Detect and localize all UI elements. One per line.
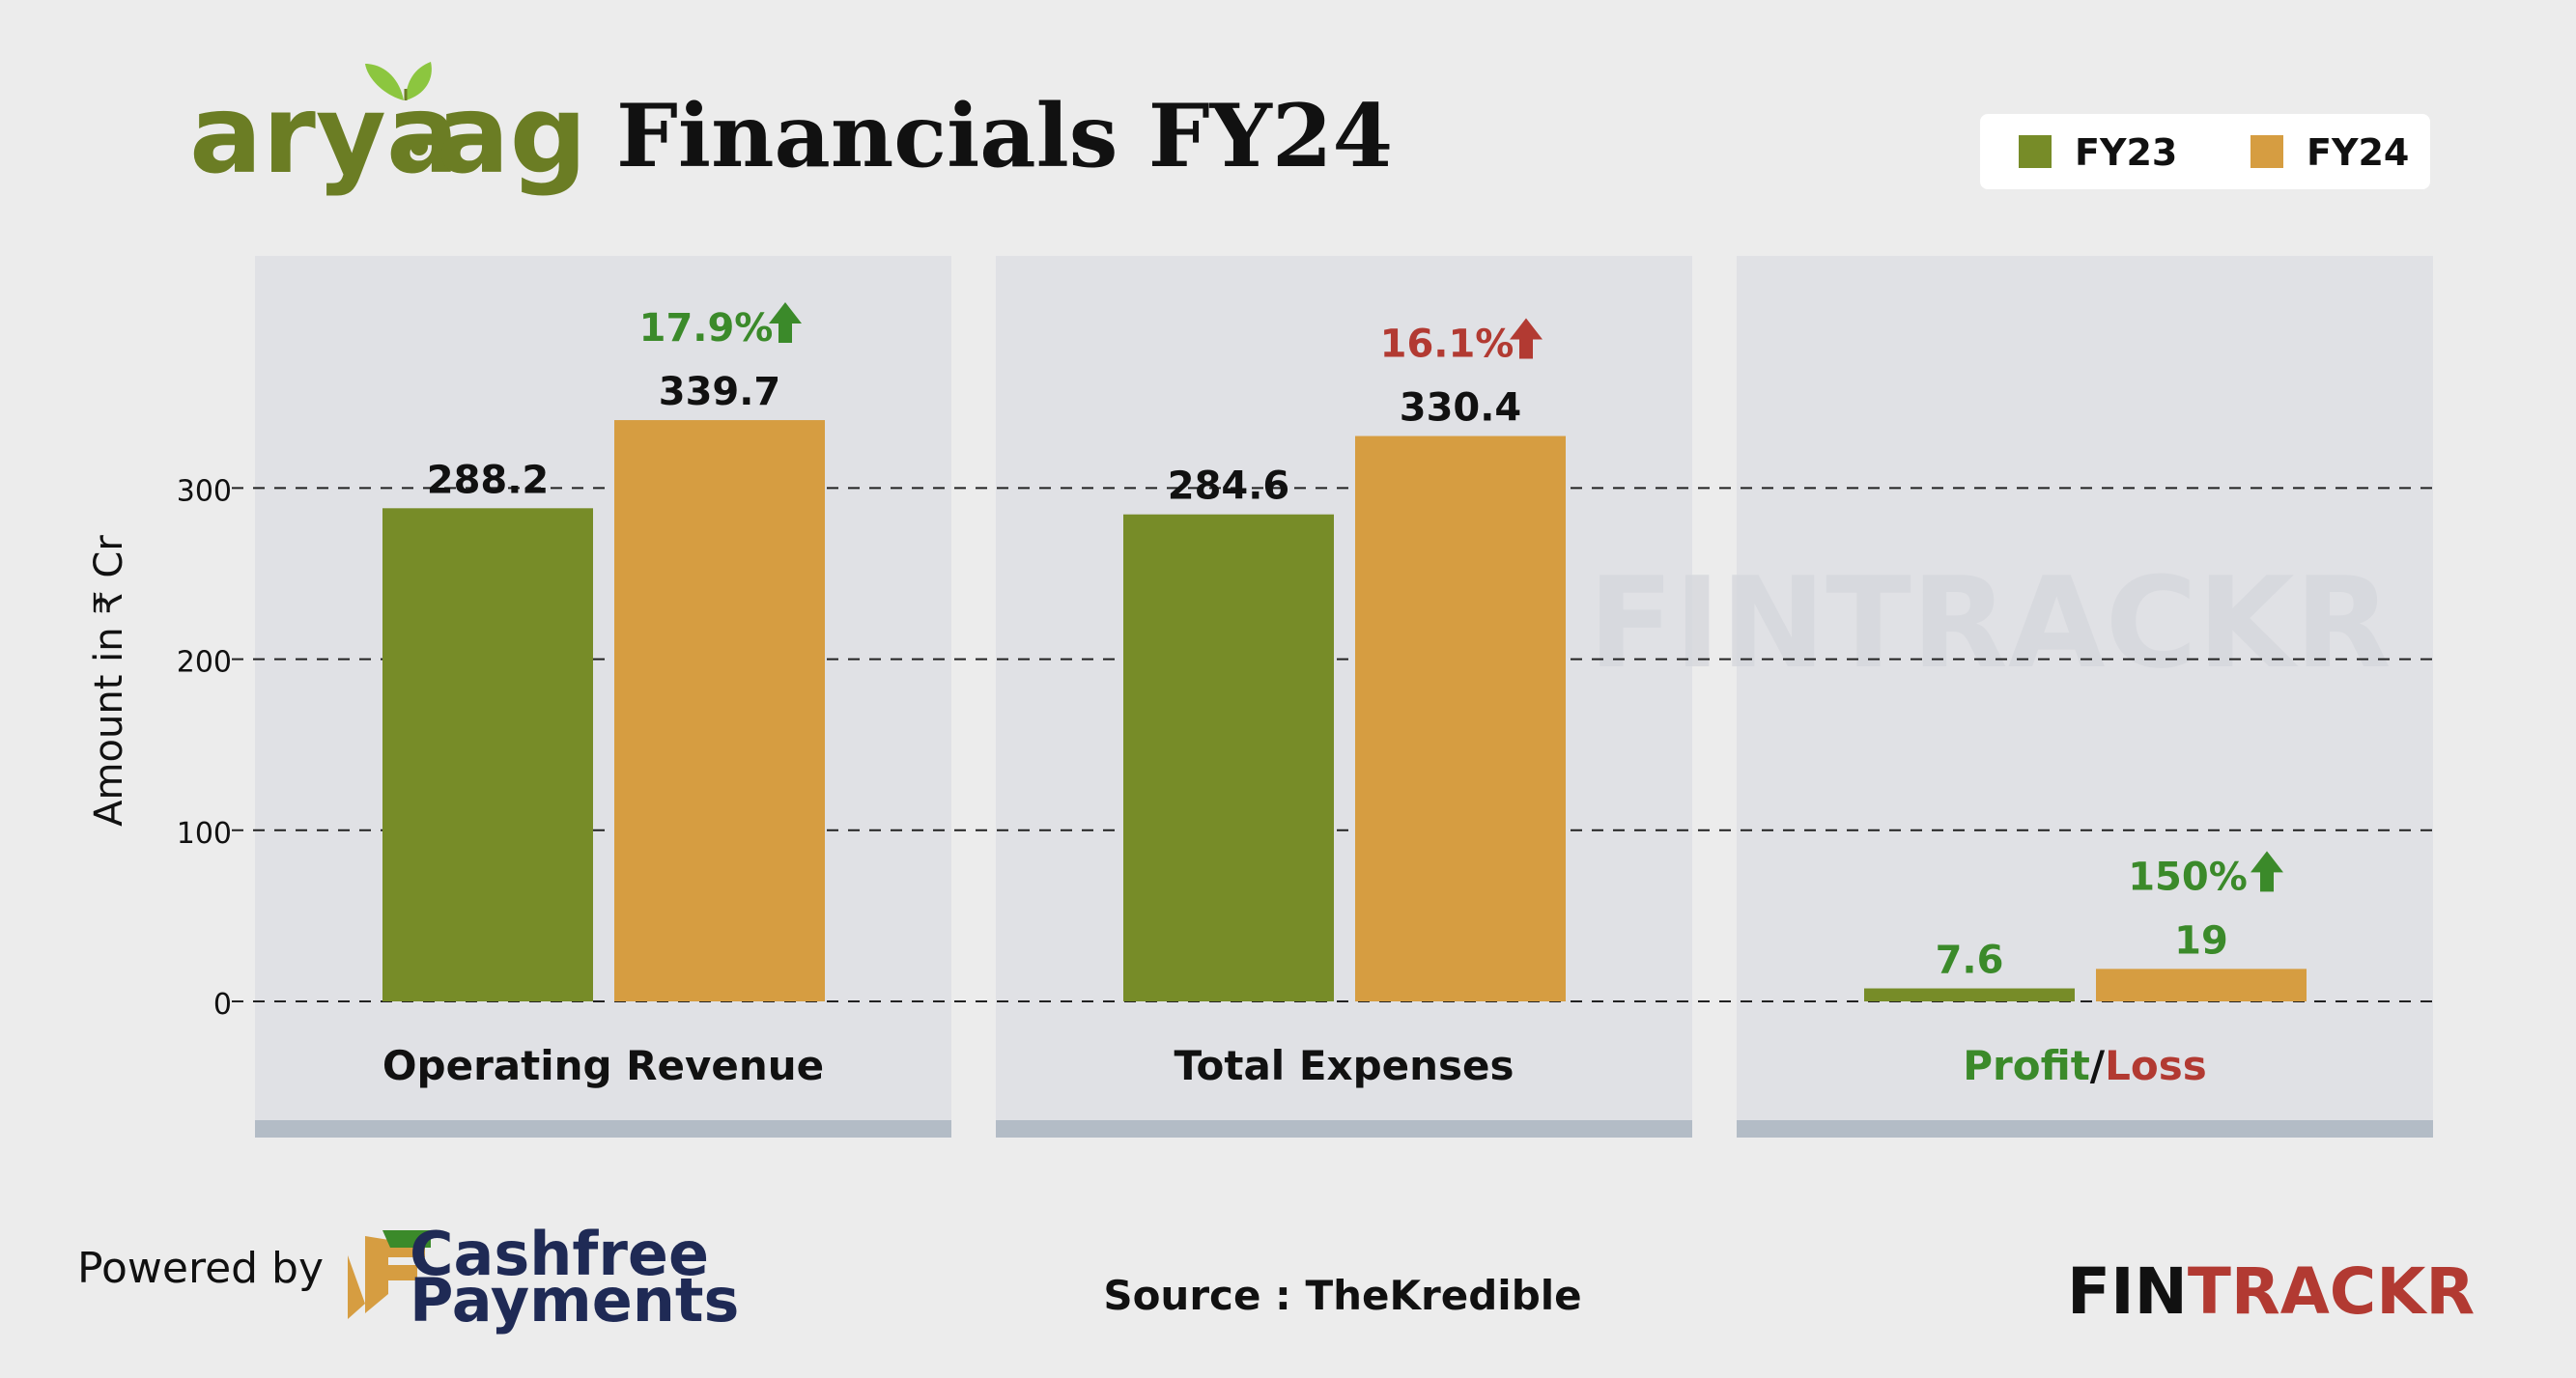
chart-panels	[255, 256, 2433, 1138]
source-text: Source : TheKredible	[1103, 1272, 1581, 1319]
y-axis-label: Amount in ₹ Cr	[87, 535, 131, 827]
bar-fy23	[382, 508, 593, 1001]
legend-box	[1980, 114, 2430, 189]
bar-fy23	[1864, 988, 2075, 1001]
y-tick-label: 300	[177, 474, 232, 508]
legend-swatch-fy23	[2019, 135, 2052, 168]
logo-text-right: ag	[437, 72, 587, 198]
growth-label: 16.1%	[1380, 323, 1514, 367]
y-tick-label: 100	[177, 817, 232, 851]
data-label: 284.6	[1168, 464, 1290, 509]
powered-by-text: Powered by	[77, 1244, 324, 1293]
y-tick-label: 0	[213, 988, 232, 1022]
panel-background	[255, 256, 951, 1120]
watermark: FINTRACKR	[1588, 549, 2392, 696]
leaf-icon	[365, 62, 432, 100]
panel-background	[1737, 256, 2433, 1120]
cashfree-line2: Payments	[410, 1265, 739, 1336]
arrow-up-icon	[1510, 318, 1543, 359]
growth-label: 150%	[2128, 855, 2248, 899]
panel-bottom-strip	[996, 1120, 1692, 1138]
arrow-up-icon	[2250, 851, 2283, 892]
bar-fy24	[1355, 436, 1566, 1001]
logo-dot	[410, 138, 428, 155]
panel-bottom-strip	[1737, 1120, 2433, 1138]
growth-label: 17.9%	[639, 306, 774, 351]
fintrackr-logo: FINTRACKR	[2067, 1254, 2475, 1329]
legend-label-fy24: FY24	[2307, 131, 2409, 174]
data-label: 330.4	[1400, 386, 1522, 431]
fintrackr-logo-part1: FINTRACKR	[2067, 1254, 2475, 1329]
aryaag-logo: arya ag	[189, 62, 587, 198]
panel-background	[996, 256, 1692, 1120]
panel-bottom-strip	[255, 1120, 951, 1138]
bars: 288.2 339.7 17.9% Operating Revenue 284.6 330…	[382, 302, 2307, 1089]
cashfree-logo-icon	[348, 1230, 431, 1319]
cashfree-line1: Cashfree	[410, 1219, 709, 1289]
category-label: Operating Revenue	[382, 1042, 824, 1089]
gridlines: 0 100 200 300	[177, 474, 2434, 1022]
category-label: Profit/Loss	[1963, 1042, 2207, 1089]
bar-fy23	[1123, 514, 1334, 1001]
legend: FY23 FY24	[1980, 114, 2430, 189]
chart-title: Financials FY24	[616, 85, 1393, 187]
legend-swatch-fy24	[2250, 135, 2283, 168]
bar-fy24	[2096, 969, 2307, 1001]
data-label: 19	[2174, 918, 2228, 963]
legend-label-fy23: FY23	[2075, 131, 2177, 174]
arrow-up-icon	[769, 302, 802, 344]
category-label: Total Expenses	[1174, 1042, 1514, 1089]
data-label: 7.6	[1936, 939, 2004, 983]
data-label: 288.2	[427, 458, 550, 502]
data-label: 339.7	[659, 370, 781, 414]
bar-fy24	[614, 420, 825, 1001]
y-tick-label: 200	[177, 646, 232, 680]
